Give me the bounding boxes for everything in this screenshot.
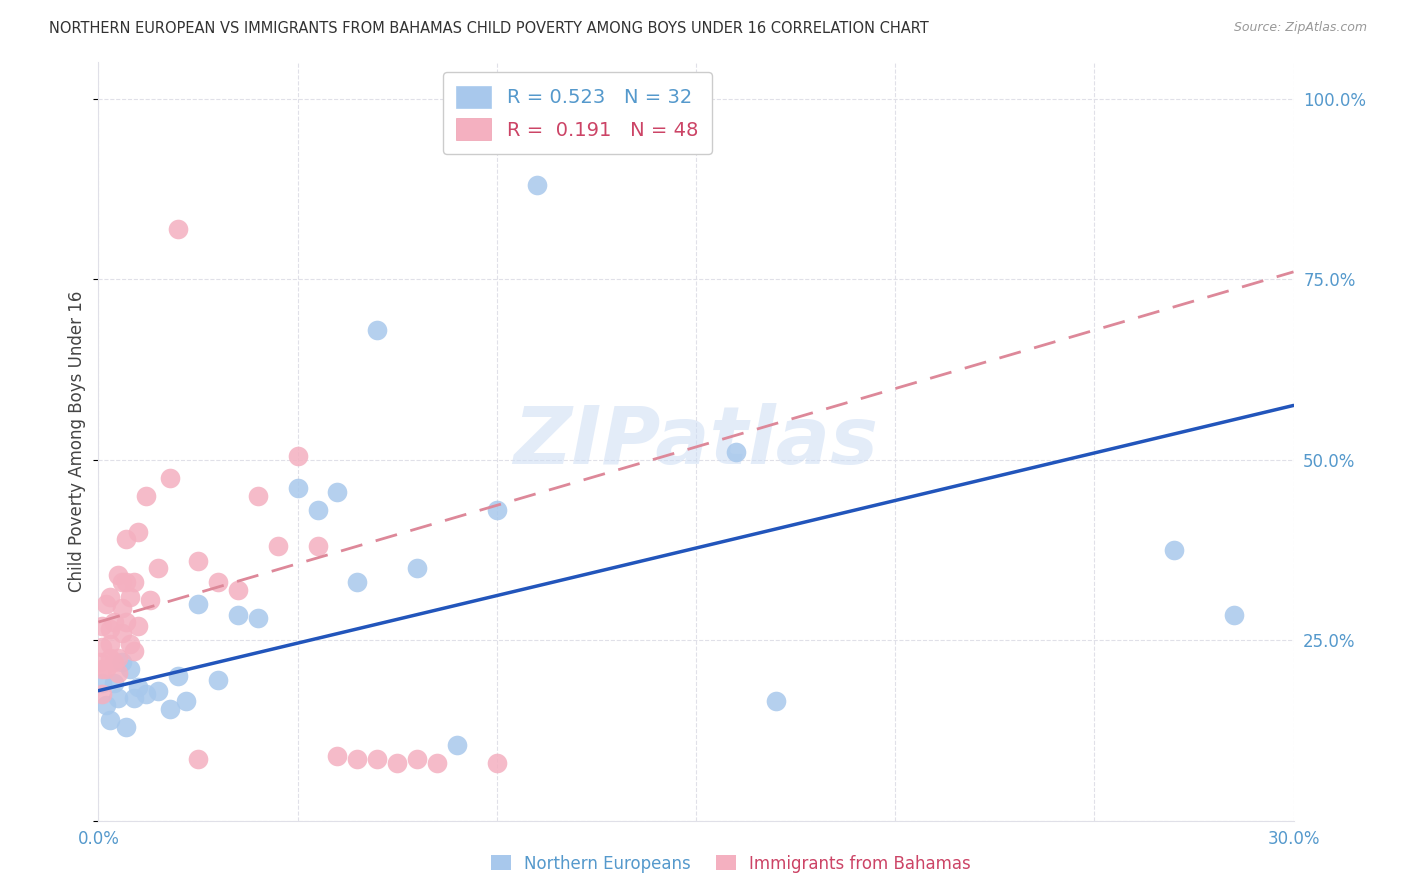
Point bbox=[107, 651, 129, 665]
Point bbox=[107, 568, 129, 582]
Point bbox=[91, 662, 114, 676]
Point bbox=[148, 561, 170, 575]
Point bbox=[103, 676, 125, 690]
Point bbox=[135, 687, 157, 701]
Point bbox=[159, 470, 181, 484]
Point bbox=[207, 575, 229, 590]
Point bbox=[1163, 542, 1185, 557]
Point bbox=[91, 687, 114, 701]
Point bbox=[426, 756, 449, 770]
Point bbox=[187, 597, 209, 611]
Point bbox=[267, 539, 290, 553]
Point bbox=[96, 662, 118, 676]
Legend: R = 0.523   N = 32, R =  0.191   N = 48: R = 0.523 N = 32, R = 0.191 N = 48 bbox=[443, 72, 711, 154]
Point bbox=[1223, 607, 1246, 622]
Point bbox=[107, 690, 129, 705]
Point bbox=[98, 637, 122, 651]
Point bbox=[107, 665, 129, 680]
Point bbox=[120, 662, 142, 676]
Point bbox=[526, 178, 548, 193]
Point bbox=[174, 694, 197, 708]
Point bbox=[307, 503, 329, 517]
Point bbox=[98, 622, 122, 636]
Point bbox=[187, 554, 209, 568]
Point bbox=[91, 618, 114, 632]
Point bbox=[115, 532, 138, 546]
Point bbox=[111, 626, 134, 640]
Point bbox=[307, 539, 329, 553]
Point bbox=[326, 485, 349, 500]
Point bbox=[120, 590, 142, 604]
Point bbox=[226, 582, 249, 597]
Point bbox=[127, 680, 149, 694]
Point bbox=[98, 590, 122, 604]
Point bbox=[406, 561, 429, 575]
Point bbox=[115, 615, 138, 629]
Y-axis label: Child Poverty Among Boys Under 16: Child Poverty Among Boys Under 16 bbox=[67, 291, 86, 592]
Text: ZIPatlas: ZIPatlas bbox=[513, 402, 879, 481]
Text: NORTHERN EUROPEAN VS IMMIGRANTS FROM BAHAMAS CHILD POVERTY AMONG BOYS UNDER 16 C: NORTHERN EUROPEAN VS IMMIGRANTS FROM BAH… bbox=[49, 21, 929, 36]
Point bbox=[366, 323, 388, 337]
Legend: Northern Europeans, Immigrants from Bahamas: Northern Europeans, Immigrants from Baha… bbox=[485, 848, 977, 880]
Point bbox=[98, 651, 122, 665]
Point bbox=[167, 669, 190, 683]
Point bbox=[98, 713, 122, 727]
Point bbox=[246, 489, 269, 503]
Point bbox=[346, 752, 368, 766]
Point bbox=[96, 698, 118, 712]
Point bbox=[111, 655, 134, 669]
Point bbox=[115, 575, 138, 590]
Point bbox=[207, 673, 229, 687]
Point bbox=[135, 489, 157, 503]
Point bbox=[127, 524, 149, 539]
Point bbox=[127, 618, 149, 632]
Point bbox=[103, 615, 125, 629]
Point bbox=[446, 738, 468, 752]
Point bbox=[167, 221, 190, 235]
Point bbox=[148, 683, 170, 698]
Point bbox=[724, 445, 747, 459]
Point bbox=[111, 575, 134, 590]
Point bbox=[226, 607, 249, 622]
Point bbox=[287, 482, 309, 496]
Point bbox=[124, 575, 146, 590]
Point bbox=[246, 611, 269, 625]
Point bbox=[287, 449, 309, 463]
Point bbox=[96, 597, 118, 611]
Point bbox=[103, 655, 125, 669]
Point bbox=[89, 655, 111, 669]
Point bbox=[91, 640, 114, 655]
Point bbox=[120, 637, 142, 651]
Point bbox=[485, 503, 508, 517]
Text: Source: ZipAtlas.com: Source: ZipAtlas.com bbox=[1233, 21, 1367, 34]
Point bbox=[385, 756, 409, 770]
Point bbox=[111, 600, 134, 615]
Point bbox=[124, 644, 146, 658]
Point bbox=[91, 676, 114, 690]
Point bbox=[346, 575, 368, 590]
Point bbox=[124, 690, 146, 705]
Point bbox=[187, 752, 209, 766]
Point bbox=[159, 702, 181, 716]
Point bbox=[406, 752, 429, 766]
Point bbox=[366, 752, 388, 766]
Point bbox=[139, 593, 162, 607]
Point bbox=[485, 756, 508, 770]
Point bbox=[115, 720, 138, 734]
Point bbox=[326, 748, 349, 763]
Point bbox=[765, 694, 787, 708]
